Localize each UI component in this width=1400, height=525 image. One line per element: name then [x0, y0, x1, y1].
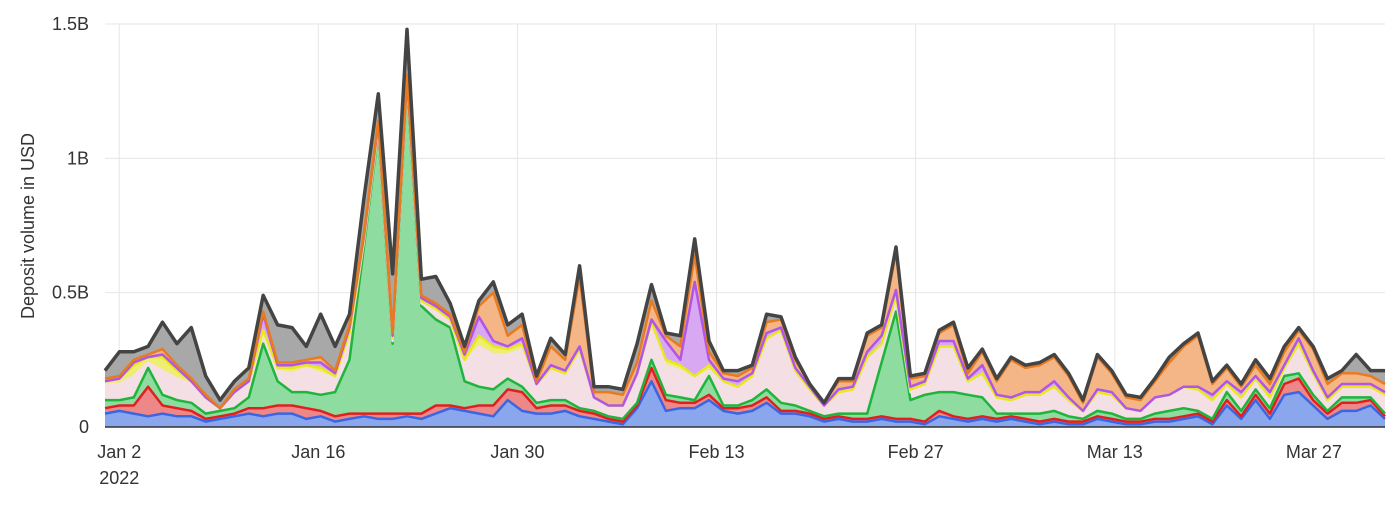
area-series-1: [105, 381, 1385, 427]
y-axis-title: Deposit volume in USD: [18, 133, 38, 319]
line-series-6: [104, 76, 1386, 413]
x-tick-label: Mar 27: [1286, 442, 1342, 462]
line-series-3: [105, 84, 1386, 421]
y-tick-label: 0.5B: [52, 283, 89, 303]
total-outline: [103, 27, 1385, 405]
area-series-4: [105, 83, 1385, 419]
x-tick-label: Mar 13: [1087, 442, 1143, 462]
tick-labels: 0 0.5B 1B 1.5B Jan 2 2022 Jan 16 Jan 30 Feb 13 Fe…: [52, 14, 1342, 488]
x-tick-label: Feb 27: [888, 442, 944, 462]
line-series-1: [104, 380, 1386, 426]
x-tick-sublabel: 2022: [99, 468, 139, 488]
x-tick-label: Feb 13: [689, 442, 745, 462]
line-series-7: [104, 73, 1386, 410]
y-tick-label: 1.5B: [52, 14, 89, 34]
x-tick-label: Jan 16: [291, 442, 345, 462]
line-series-2: [104, 366, 1386, 423]
area-series-3: [105, 85, 1385, 422]
series-lines: [103, 27, 1386, 426]
x-tick-label: Jan 30: [490, 442, 544, 462]
y-tick-label: 1B: [67, 148, 89, 168]
line-series-4: [105, 81, 1386, 413]
x-tick-label: Jan 2: [97, 442, 141, 462]
y-tick-label: 0: [79, 417, 89, 437]
